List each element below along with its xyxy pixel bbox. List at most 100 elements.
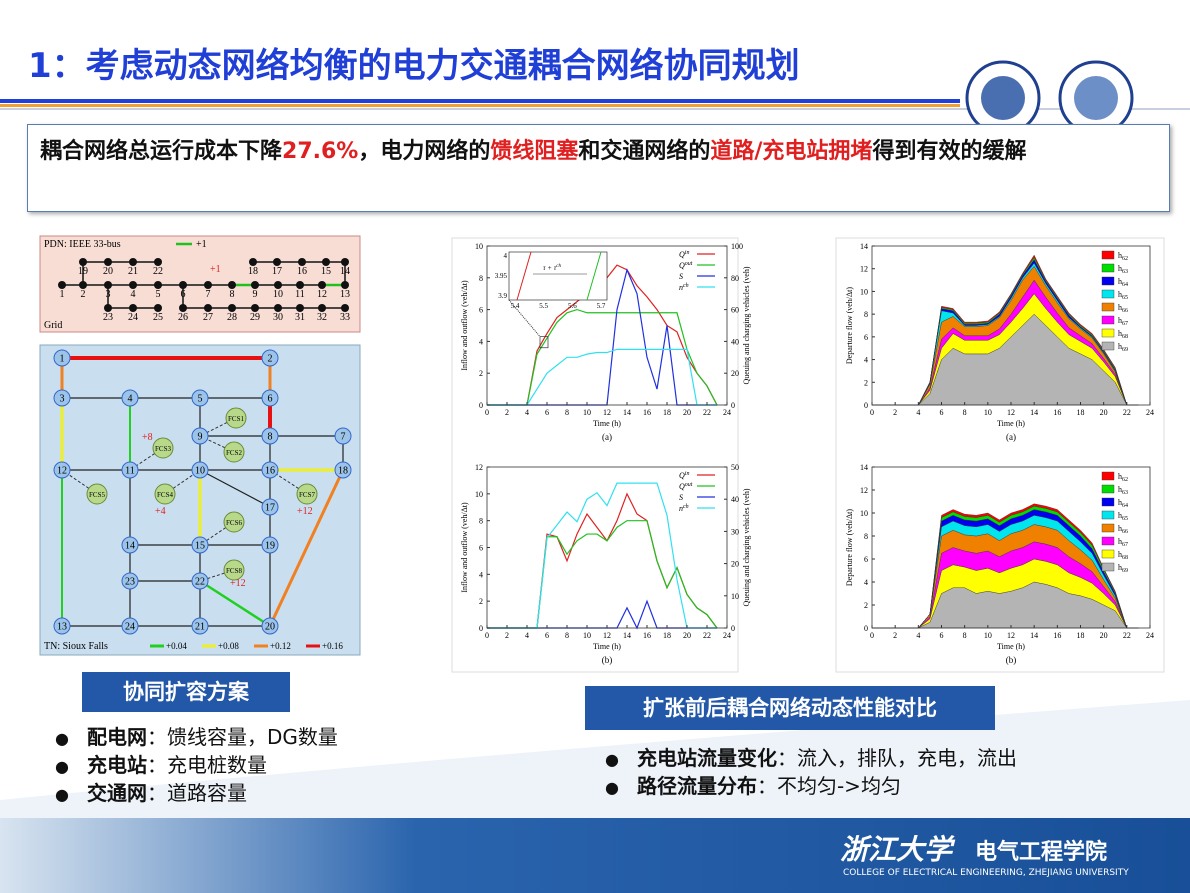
legend-entry: h65: [1118, 511, 1128, 522]
tn-node: [53, 349, 71, 367]
list-item: 充电站流量变化：流入，排队，充电，流出: [605, 745, 1017, 773]
pdn-node: [341, 304, 349, 312]
pdn-node: [154, 258, 162, 266]
tn-road: [199, 469, 271, 508]
pdn-node-label: 12: [317, 289, 327, 300]
pdn-node-label: 14: [340, 266, 350, 277]
y-tick-label: 10: [475, 490, 483, 499]
y-tick-label: 6: [479, 544, 483, 553]
legend-sub: 65: [1122, 516, 1128, 522]
legend-sup: in: [685, 250, 690, 256]
tn-road: [199, 579, 271, 628]
inset-x-tick: 5.5: [539, 302, 548, 310]
legend-sup: out: [685, 482, 693, 488]
x-tick-label: 14: [1030, 631, 1038, 640]
y2-tick-label: 80: [731, 274, 739, 283]
pdn-node-label: 25: [153, 312, 163, 323]
legend-name: h: [1118, 550, 1122, 559]
legend-name: Q: [679, 482, 685, 491]
y2-tick-label: 0: [731, 624, 735, 633]
fcs-label: FCS1: [228, 415, 244, 423]
tn-node-label: 17: [265, 503, 275, 514]
x-tick-label: 22: [1123, 408, 1131, 417]
x-tick-label: 14: [623, 408, 631, 417]
text: ：道路容量: [146, 781, 247, 805]
y-tick-label: 2: [479, 369, 483, 378]
pdn-node-label: 18: [248, 266, 258, 277]
term: 交通网: [86, 781, 147, 805]
tn-node-label: 20: [265, 622, 275, 633]
x-tick-label: 0: [485, 408, 489, 417]
y2-tick-label: 0: [731, 401, 735, 410]
y-tick-label: 8: [479, 517, 483, 526]
y-tick-label: 2: [864, 601, 868, 610]
list: 充电站流量变化：流入，排队，充电，流出 路径流量分布：不均匀->均匀: [605, 745, 1017, 801]
section-title: 扩张前后耦合网络动态性能对比: [585, 686, 995, 730]
y-tick-label: 0: [479, 401, 483, 410]
y2-tick-label: 30: [731, 527, 739, 536]
tn-node: [261, 427, 279, 445]
inset-label-sup: ch: [556, 264, 561, 269]
fcs-node: [223, 559, 245, 581]
pdn-node-label: 7: [206, 289, 211, 300]
legend-entry: h65: [1118, 290, 1128, 301]
tn-node-label: 23: [125, 577, 135, 588]
legend-name: h: [1118, 472, 1122, 481]
list-item: 交通网：道路容量: [55, 780, 338, 808]
fcs-label: FCS6: [226, 519, 242, 527]
y-tick-label: 6: [479, 306, 483, 315]
pdn-node: [249, 258, 257, 266]
pdn-node-label: 9: [253, 289, 258, 300]
inset-line: [586, 251, 602, 301]
legend-entry: S: [679, 272, 683, 281]
text: ：充电桩数量: [146, 753, 267, 777]
legend-sub: 63: [1122, 490, 1128, 496]
y-tick-label: 4: [864, 578, 868, 587]
y2-tick-label: 40: [731, 337, 739, 346]
legend-entry: h66: [1118, 524, 1128, 535]
legend-sub: 66: [1122, 529, 1128, 535]
pdn-node: [204, 304, 212, 312]
term: 充电站流量变化: [636, 746, 777, 770]
inset-y-tick: 4: [504, 252, 508, 260]
inset-line: [516, 251, 532, 301]
y2-tick-label: 60: [731, 306, 739, 315]
tn-node-label: 21: [195, 622, 205, 633]
legend-swatch: [1101, 562, 1115, 572]
tn-node: [53, 389, 71, 407]
pdn-node: [228, 281, 236, 289]
legend-sub: 64: [1122, 503, 1128, 509]
x-tick-label: 16: [1053, 408, 1061, 417]
legend-label: +0.04: [166, 641, 187, 651]
x-tick-label: 8: [565, 631, 569, 640]
fcs-label: FCS3: [155, 445, 171, 453]
y-tick-label: 0: [864, 401, 868, 410]
tn-node: [121, 389, 139, 407]
pdn-node-label: 17: [272, 266, 282, 277]
tn-node: [53, 617, 71, 635]
x-tick-label: 16: [643, 408, 651, 417]
legend-sub: 69: [1122, 568, 1128, 574]
tn-node-label: 12: [57, 466, 67, 477]
x-tick-label: 8: [963, 408, 967, 417]
fcs-node: [296, 483, 318, 505]
x-tick-label: 2: [505, 408, 509, 417]
area-layer: [872, 254, 1139, 406]
legend-name: h: [1118, 498, 1122, 507]
legend-name: h: [1118, 277, 1122, 286]
fcs-label: FCS7: [299, 491, 315, 499]
series-line: [487, 348, 717, 406]
legend-swatch: [1101, 289, 1115, 299]
tn-node: [261, 498, 279, 516]
list: 配电网：馈线容量，DG数量 充电站：充电桩数量 交通网：道路容量: [55, 724, 338, 808]
legend-entry: nch: [679, 283, 689, 292]
y-tick-label: 14: [860, 242, 868, 251]
tn-node-label: 14: [125, 541, 135, 552]
legend-swatch: [1101, 471, 1115, 481]
tn-node: [191, 427, 209, 445]
legend-name: h: [1118, 563, 1122, 572]
x-tick-label: 16: [643, 631, 651, 640]
text: ：不均匀->均匀: [756, 774, 901, 798]
x-tick-label: 12: [603, 408, 611, 417]
x-tick-label: 10: [583, 631, 591, 640]
